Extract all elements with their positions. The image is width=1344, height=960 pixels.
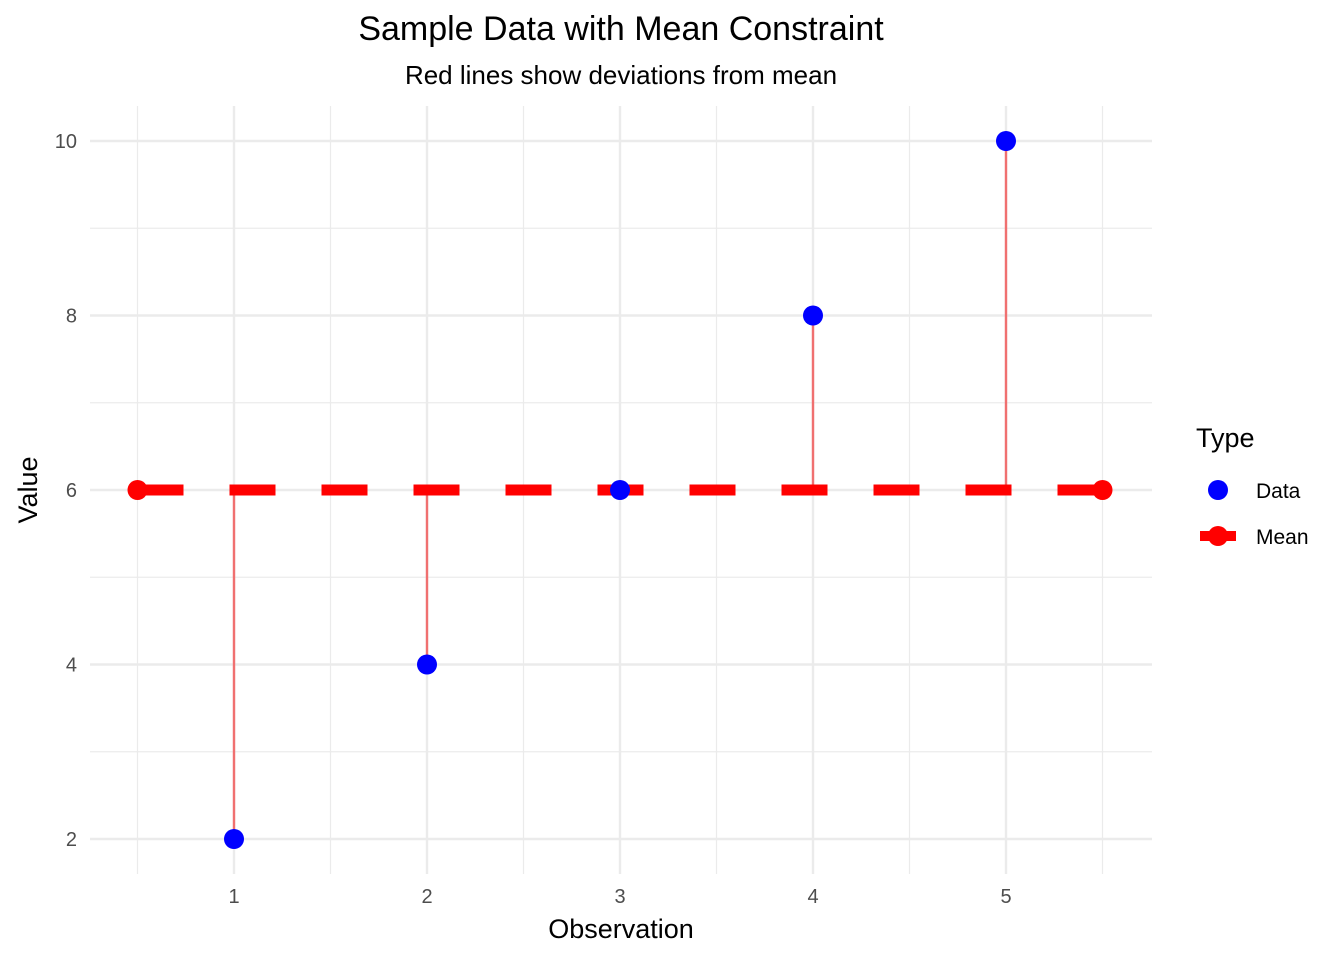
- mean-endpoint: [127, 480, 148, 500]
- data-point: [803, 305, 823, 326]
- legend-title: Type: [1196, 423, 1255, 453]
- data-points: [224, 131, 1016, 849]
- legend-mean-marker: [1208, 526, 1228, 546]
- y-tick-label: 6: [66, 480, 77, 502]
- y-tick-label: 4: [66, 655, 77, 677]
- x-tick-label: 1: [228, 886, 239, 908]
- y-axis-ticks: 2 4 6 8 10: [55, 131, 77, 851]
- legend-item-data: Data: [1208, 480, 1301, 503]
- data-point: [417, 654, 437, 675]
- y-axis-title: Value: [13, 456, 43, 523]
- y-tick-label: 8: [66, 306, 77, 328]
- data-point: [224, 829, 244, 849]
- x-axis-title: Observation: [548, 914, 694, 944]
- chart-subtitle: Red lines show deviations from mean: [405, 60, 837, 90]
- y-tick-label: 2: [66, 829, 77, 851]
- x-axis-ticks: 1 2 3 4 5: [228, 886, 1011, 908]
- legend-label-mean: Mean: [1256, 526, 1309, 549]
- mean-endpoint: [1092, 480, 1113, 500]
- x-tick-label: 4: [807, 886, 818, 908]
- x-tick-label: 3: [614, 886, 625, 908]
- chart-title: Sample Data with Mean Constraint: [358, 10, 884, 48]
- legend-data-marker: [1208, 480, 1228, 500]
- data-point: [610, 480, 630, 500]
- data-point: [996, 131, 1016, 151]
- legend-item-mean: Mean: [1200, 526, 1309, 549]
- y-tick-label: 10: [55, 131, 77, 153]
- x-tick-label: 2: [421, 886, 432, 908]
- legend-label-data: Data: [1256, 480, 1301, 503]
- deviation-lines: [232, 141, 1008, 839]
- x-tick-label: 5: [1000, 886, 1011, 908]
- legend: Type Data Mean: [1196, 423, 1309, 549]
